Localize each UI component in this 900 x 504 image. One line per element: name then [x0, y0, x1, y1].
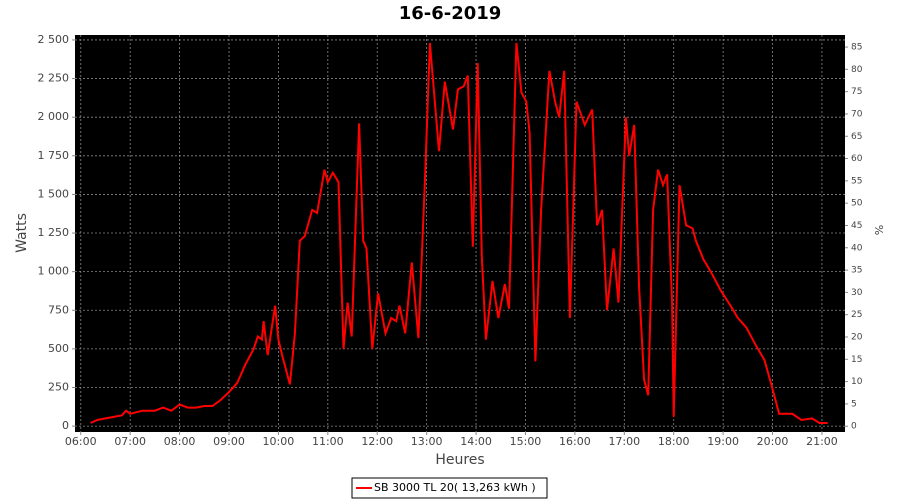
x-tick-label: 13:00 [411, 435, 443, 448]
y-tick-label: 0 [62, 419, 69, 432]
y2-tick-label: 80 [851, 65, 863, 75]
y-tick-label: 1 500 [38, 187, 70, 200]
y2-tick-label: 20 [851, 332, 863, 342]
x-tick-label: 15:00 [510, 435, 542, 448]
y2-tick-label: 10 [851, 377, 863, 387]
y-tick-label: 2 250 [38, 72, 70, 85]
series-line [90, 42, 828, 424]
x-tick-label: 20:00 [757, 435, 789, 448]
y-axis-label: Watts [14, 213, 30, 253]
y2-tick-label: 50 [851, 199, 863, 209]
y-tick-label: 1 750 [38, 149, 70, 162]
y2-tick-label: 45 [851, 221, 862, 231]
y2-tick-label: 15 [851, 355, 862, 365]
x-tick-label: 11:00 [312, 435, 344, 448]
y-tick-label: 2 500 [38, 33, 70, 46]
y-tick-label: 1 250 [38, 226, 70, 239]
y2-tick-label: 30 [851, 288, 863, 298]
y-tick-label: 2 000 [38, 110, 70, 123]
y-tick-label: 500 [48, 342, 69, 355]
x-tick-label: 10:00 [263, 435, 295, 448]
y2-tick-label: 35 [851, 266, 862, 276]
x-axis-label: Heures [435, 452, 484, 468]
y2-tick-label: 85 [851, 43, 862, 53]
y2-tick-label: 25 [851, 310, 862, 320]
x-tick-label: 18:00 [658, 435, 690, 448]
x-tick-label: 06:00 [65, 435, 97, 448]
x-tick-label: 17:00 [608, 435, 640, 448]
legend-box [351, 477, 548, 499]
x-tick-label: 08:00 [164, 435, 196, 448]
y2-tick-label: 55 [851, 176, 862, 186]
y2-tick-label: 40 [851, 243, 863, 253]
x-tick-label: 19:00 [707, 435, 739, 448]
plot-area [75, 35, 845, 432]
y2-axis-label: % [873, 225, 886, 235]
legend-label: SB 3000 TL 20( 13,263 kWh ) [374, 481, 536, 494]
y2-tick-label: 70 [851, 109, 863, 119]
y-tick-label: 250 [48, 381, 69, 394]
y2-tick-label: 5 [851, 399, 857, 409]
y-tick-label: 1 000 [38, 265, 70, 278]
x-tick-label: 14:00 [460, 435, 492, 448]
x-tick-label: 12:00 [361, 435, 393, 448]
x-tick-label: 09:00 [213, 435, 245, 448]
x-tick-label: 21:00 [806, 435, 838, 448]
chart-title: 16-6-2019 [399, 3, 502, 24]
x-tick-label: 07:00 [114, 435, 146, 448]
y2-tick-label: 75 [851, 87, 862, 97]
y2-tick-label: 65 [851, 132, 862, 142]
y2-tick-label: 60 [851, 154, 863, 164]
x-tick-label: 16:00 [559, 435, 591, 448]
y2-tick-label: 0 [851, 422, 857, 432]
y-tick-label: 750 [48, 303, 69, 316]
